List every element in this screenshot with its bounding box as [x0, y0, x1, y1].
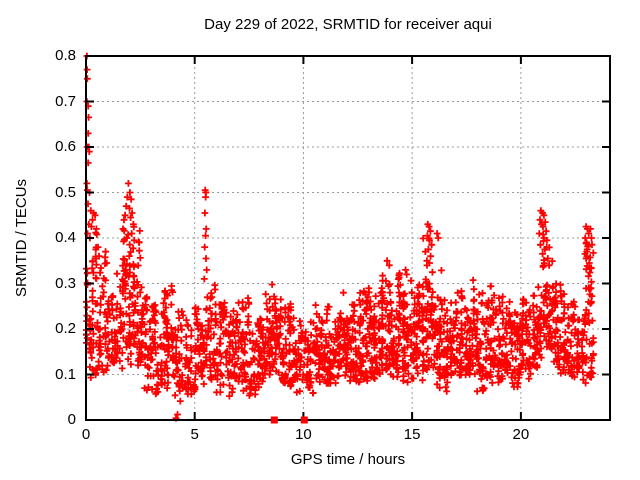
y-tick-label: 0.8 — [55, 47, 76, 64]
data-points — [83, 52, 597, 422]
y-tick-label: 0.4 — [55, 229, 76, 246]
x-tick-label: 20 — [512, 426, 530, 443]
y-tick-label: 0.3 — [55, 274, 76, 292]
x-tick-label: 0 — [81, 426, 91, 443]
zero-square-markers — [270, 416, 308, 424]
x-tick-label: 15 — [403, 426, 421, 443]
y-tick-label: 0 — [67, 411, 76, 428]
y-tick-label: 0.7 — [55, 92, 76, 110]
y-tick-label: 0.6 — [55, 138, 76, 155]
chart-title: Day 229 of 2022, SRMTID for receiver aqu… — [204, 16, 492, 33]
x-tick-label: 10 — [295, 426, 312, 443]
x-tick-label: 5 — [190, 426, 199, 443]
y-tick-label: 0.2 — [55, 320, 76, 337]
y-tick-label: 0.1 — [55, 365, 76, 383]
y-tick-label: 0.5 — [55, 183, 76, 201]
axis-ticks — [85, 55, 610, 421]
x-axis-label: GPS time / hours — [290, 451, 406, 468]
